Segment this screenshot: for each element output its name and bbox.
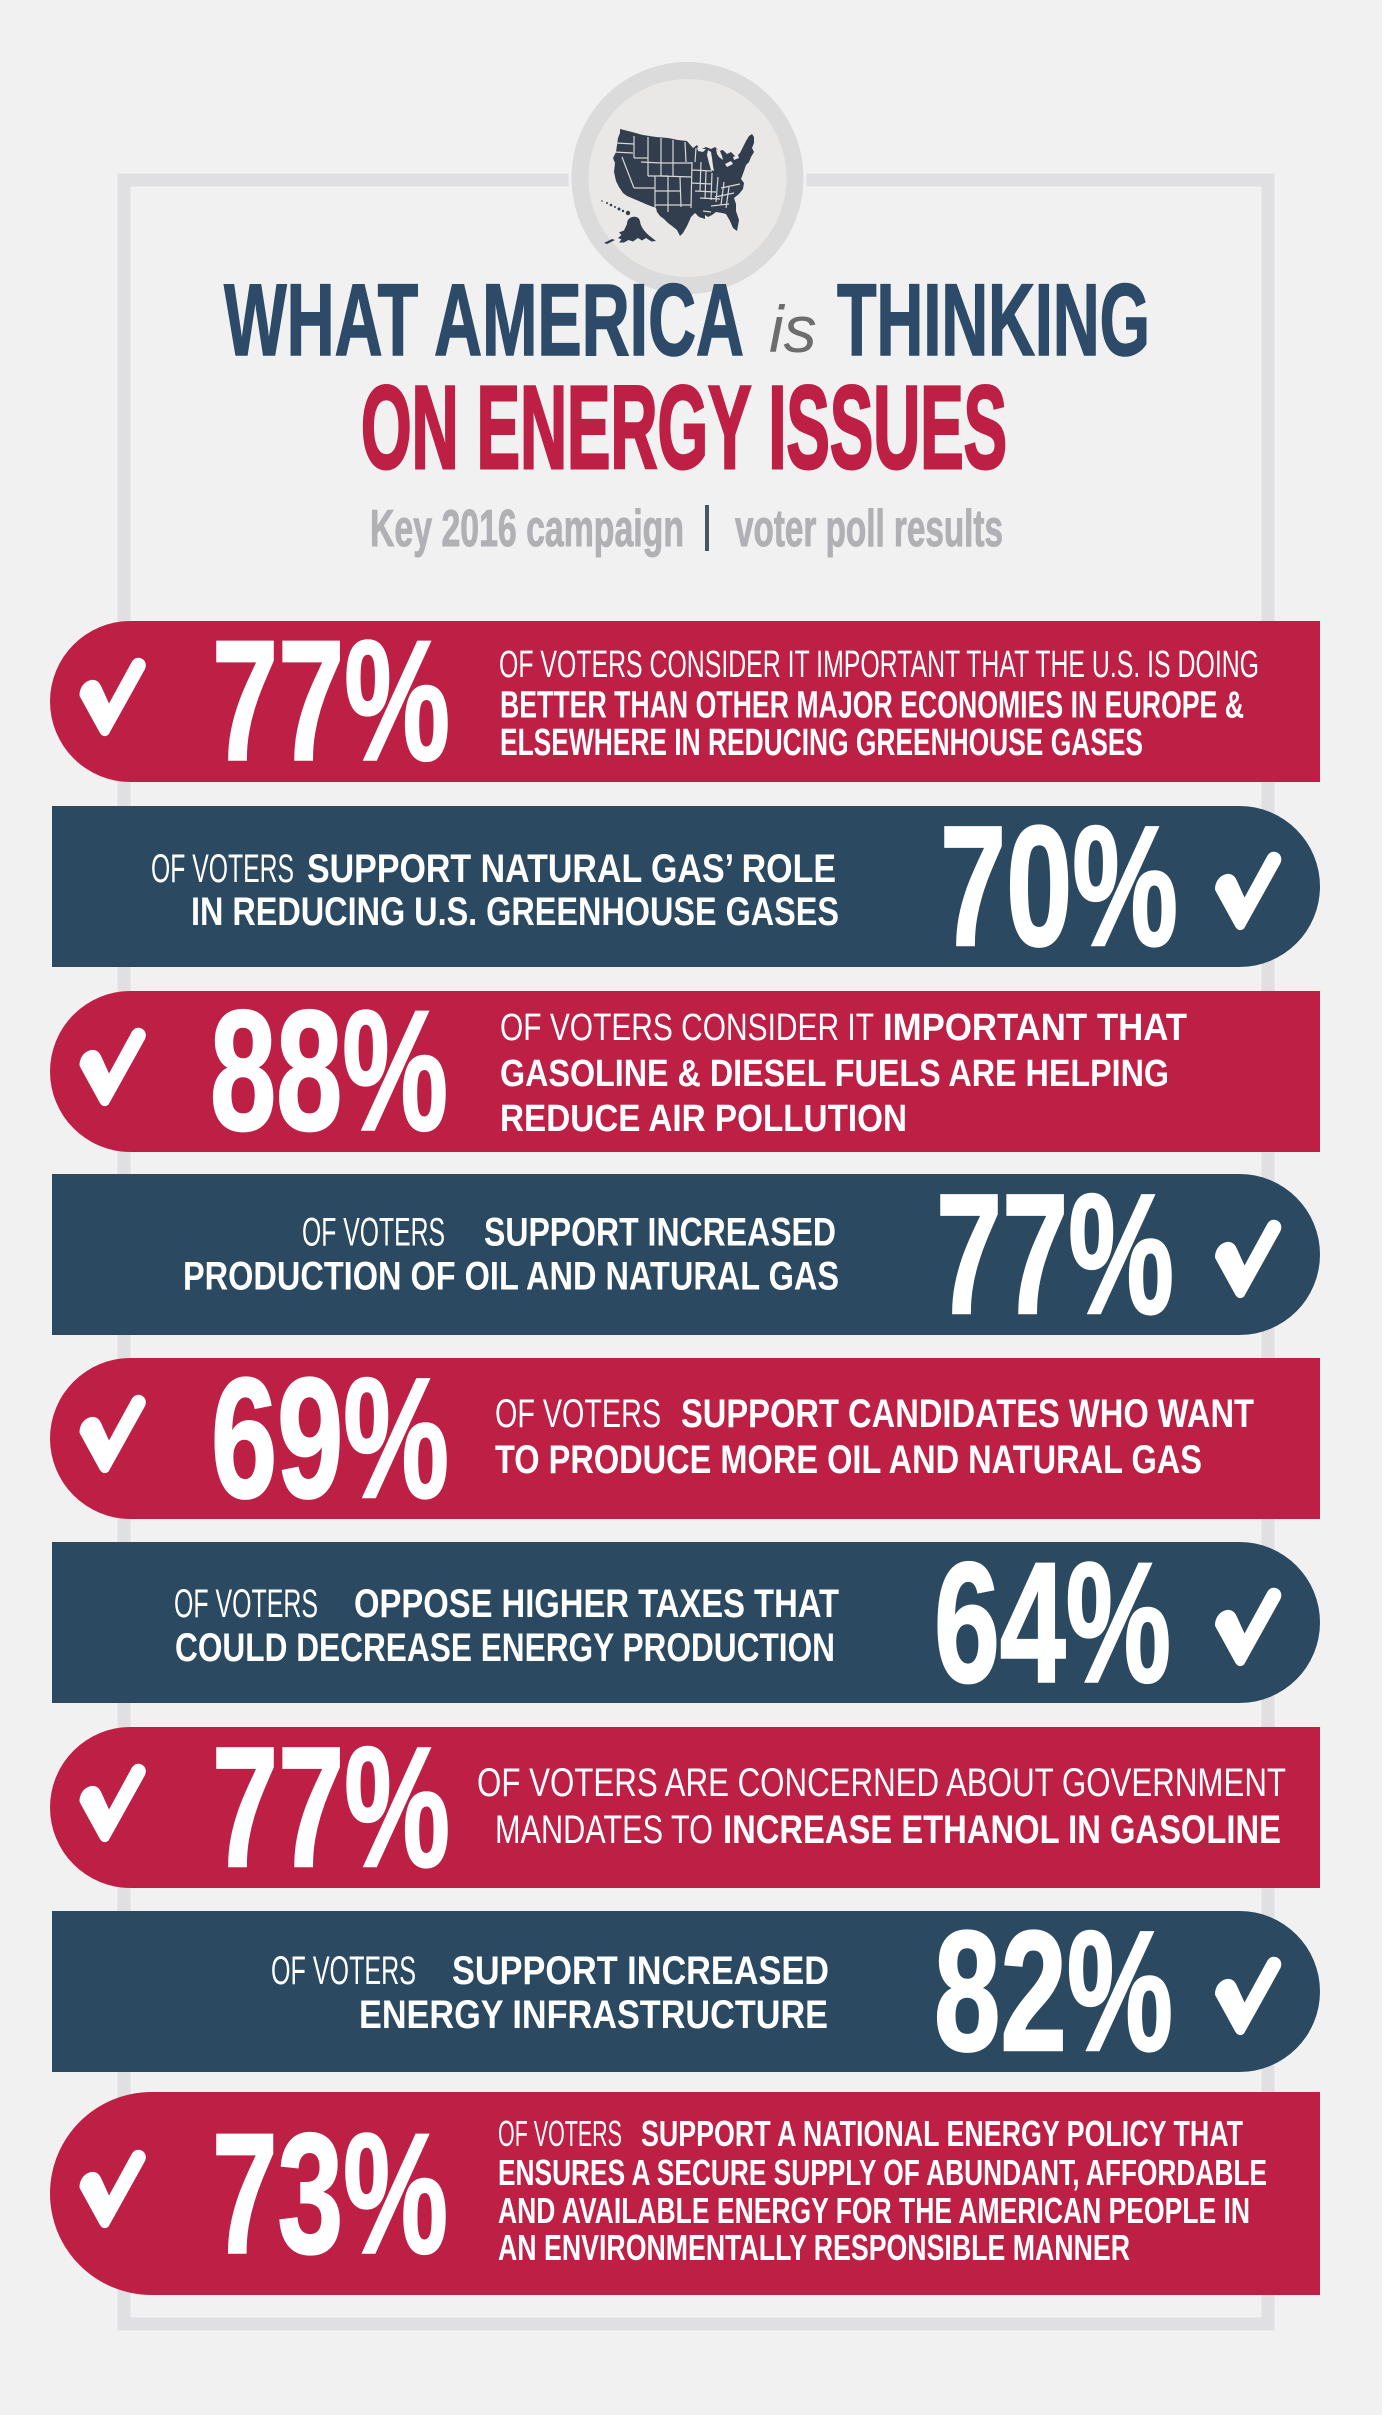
svg-text:PRODUCTION OF OIL AND NATURAL: PRODUCTION OF OIL AND NATURAL GAS bbox=[183, 1255, 839, 1299]
svg-text:OF VOTERS CONSIDER IT: OF VOTERS CONSIDER IT bbox=[500, 1007, 874, 1049]
svg-text:SUPPORT NATURAL GAS’ ROLE: SUPPORT NATURAL GAS’ ROLE bbox=[307, 847, 836, 891]
svg-text:82%: 82% bbox=[934, 1896, 1173, 2087]
svg-text:77%: 77% bbox=[936, 1159, 1174, 1350]
svg-text:OF VOTERS: OF VOTERS bbox=[302, 1211, 445, 1255]
svg-text:OF VOTERS ARE CONCERNED ABOUT: OF VOTERS ARE CONCERNED ABOUT GOVERNMENT bbox=[477, 1761, 1286, 1805]
svg-text:OF VOTERS: OF VOTERS bbox=[151, 847, 294, 891]
svg-text:voter poll results: voter poll results bbox=[735, 500, 1003, 558]
svg-text:Key 2016 campaign: Key 2016 campaign bbox=[370, 500, 684, 558]
svg-text:77%: 77% bbox=[212, 606, 450, 797]
svg-text:64%: 64% bbox=[934, 1528, 1171, 1719]
svg-text:TO PRODUCE MORE OIL AND NATURA: TO PRODUCE MORE OIL AND NATURAL GAS bbox=[495, 1438, 1202, 1482]
svg-text:WHAT AMERICA: WHAT AMERICA bbox=[224, 263, 744, 377]
svg-text:70%: 70% bbox=[940, 791, 1178, 982]
svg-text:ON ENERGY ISSUES: ON ENERGY ISSUES bbox=[361, 362, 1007, 494]
svg-text:IMPORTANT THAT: IMPORTANT THAT bbox=[883, 1007, 1187, 1049]
svg-text:GASOLINE & DIESEL FUELS ARE HE: GASOLINE & DIESEL FUELS ARE HELPING bbox=[500, 1053, 1169, 1095]
svg-text:COULD DECREASE ENERGY PRODUCTI: COULD DECREASE ENERGY PRODUCTION bbox=[175, 1626, 835, 1670]
svg-text:SUPPORT INCREASED: SUPPORT INCREASED bbox=[452, 1949, 829, 1993]
svg-text:OF VOTERS: OF VOTERS bbox=[495, 1392, 661, 1436]
svg-text:IN REDUCING U.S. GREENHOUSE GA: IN REDUCING U.S. GREENHOUSE GASES bbox=[191, 890, 839, 934]
svg-text:OPPOSE HIGHER TAXES THAT: OPPOSE HIGHER TAXES THAT bbox=[354, 1582, 839, 1626]
svg-text:THINKING: THINKING bbox=[837, 263, 1150, 377]
svg-text:OF VOTERS CONSIDER IT IMPORTAN: OF VOTERS CONSIDER IT IMPORTANT THAT THE… bbox=[499, 644, 1259, 686]
svg-text:OF VOTERS: OF VOTERS bbox=[498, 2113, 622, 2154]
svg-text:ENERGY INFRASTRUCTURE: ENERGY INFRASTRUCTURE bbox=[359, 1993, 828, 2037]
svg-text:69%: 69% bbox=[211, 1343, 449, 1534]
svg-text:OF VOTERS: OF VOTERS bbox=[271, 1949, 416, 1993]
svg-text:88%: 88% bbox=[210, 976, 448, 1167]
svg-text:INCREASE ETHANOL IN GASOLINE: INCREASE ETHANOL IN GASOLINE bbox=[723, 1808, 1281, 1852]
svg-text:73%: 73% bbox=[212, 2099, 448, 2290]
svg-text:BETTER THAN OTHER MAJOR ECONOM: BETTER THAN OTHER MAJOR ECONOMIES IN EUR… bbox=[500, 685, 1244, 727]
svg-text:AND AVAILABLE ENERGY FOR THE A: AND AVAILABLE ENERGY FOR THE AMERICAN PE… bbox=[498, 2190, 1250, 2231]
svg-text:77%: 77% bbox=[212, 1712, 450, 1903]
svg-text:REDUCE AIR POLLUTION: REDUCE AIR POLLUTION bbox=[500, 1098, 907, 1140]
svg-text:ELSEWHERE IN REDUCING GREENHOU: ELSEWHERE IN REDUCING GREENHOUSE GASES bbox=[500, 722, 1143, 764]
svg-text:SUPPORT INCREASED: SUPPORT INCREASED bbox=[484, 1211, 836, 1255]
svg-text:SUPPORT A NATIONAL ENERGY POLI: SUPPORT A NATIONAL ENERGY POLICY THAT bbox=[641, 2113, 1243, 2154]
svg-text:OF VOTERS: OF VOTERS bbox=[174, 1582, 318, 1626]
svg-text:AN ENVIRONMENTALLY RESPONSIBLE: AN ENVIRONMENTALLY RESPONSIBLE MANNER bbox=[498, 2227, 1130, 2268]
svg-text:is: is bbox=[769, 292, 817, 366]
svg-text:ENSURES A SECURE SUPPLY OF ABU: ENSURES A SECURE SUPPLY OF ABUNDANT, AFF… bbox=[498, 2152, 1267, 2193]
svg-text:MANDATES TO: MANDATES TO bbox=[495, 1808, 713, 1852]
svg-text:SUPPORT CANDIDATES WHO WANT: SUPPORT CANDIDATES WHO WANT bbox=[681, 1392, 1254, 1436]
